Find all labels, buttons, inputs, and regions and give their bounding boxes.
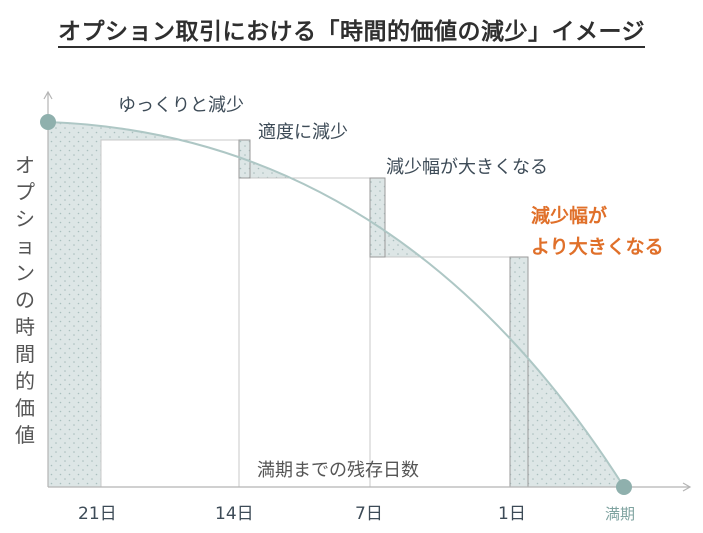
expiry-marker	[616, 479, 632, 495]
x-axis-arrow	[682, 482, 692, 492]
value-bar-14d	[238, 177, 371, 488]
annotation-slow: ゆっくりと減少	[118, 95, 244, 116]
drop-step-7d	[369, 177, 386, 258]
x-tick-14d: 14日	[215, 504, 254, 524]
value-bar-21d	[100, 139, 240, 488]
annotation-larger: 減少幅が大きくなる	[386, 157, 548, 178]
x-tick-21d: 21日	[78, 504, 117, 524]
diagram-title: オプション取引における「時間的価値の減少」イメージ	[0, 12, 703, 48]
drop-step-1d	[509, 256, 529, 488]
y-axis-arrow	[43, 90, 53, 100]
x-tick-expiry: 満期	[605, 505, 636, 523]
x-axis-label: 満期までの残存日数	[257, 460, 419, 481]
start-marker	[40, 114, 56, 130]
value-bar-7d	[369, 256, 511, 488]
x-tick-1d: 1日	[498, 504, 526, 524]
annotation-largest-line2: より大きくなる	[531, 236, 664, 258]
decay-curve	[47, 121, 625, 488]
y-axis-label: オプションの時間的価値	[15, 153, 35, 447]
annotation-moderate: 適度に減少	[258, 122, 348, 143]
annotation-largest-line1: 減少幅が	[531, 205, 608, 227]
x-tick-7d: 7日	[355, 504, 383, 524]
